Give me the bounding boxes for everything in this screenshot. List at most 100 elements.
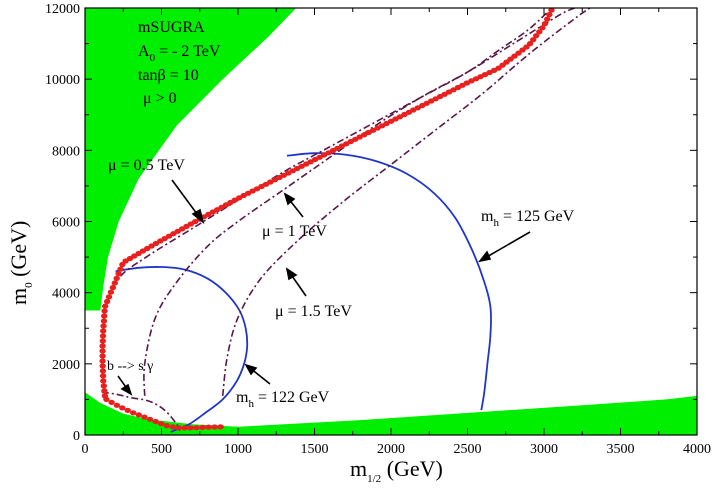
dm-point-low-2	[113, 402, 121, 408]
dm-point-14	[100, 323, 107, 329]
y-tick-label: 4000	[52, 287, 80, 302]
axis-ticks: 0 500 1000 1500 2000 2500 3000 3500 4000 0 2000 400…	[45, 2, 711, 457]
arrow-mh-125	[484, 231, 531, 259]
series-layer	[101, 8, 591, 434]
x-tick-label: 1000	[224, 442, 252, 457]
dm-point-18	[102, 303, 109, 309]
a0-label: A0 = - 2 TeV	[138, 43, 221, 64]
arrow-head-bsg	[120, 383, 133, 396]
label-mu-0-5: μ = 0.5 TeV	[108, 157, 185, 174]
arrow-head-mu-1	[283, 192, 296, 206]
dm-point-low-19	[211, 424, 218, 430]
arrow-head-mu-1-5	[285, 267, 298, 281]
series-line-1	[286, 152, 492, 411]
x-axis-title: m1/2 (GeV)	[350, 456, 443, 485]
x-tick-label: 4000	[683, 442, 711, 457]
y-axis-title: m0 (GeV)	[6, 221, 35, 305]
dm-point-25	[115, 271, 122, 277]
dm-point-low-3	[119, 405, 126, 411]
y-tick-label: 10000	[45, 73, 80, 88]
dm-point-6	[99, 363, 106, 369]
label-mh-122: mh = 122 GeV	[236, 389, 330, 410]
tanbeta-label: tanβ = 10	[138, 67, 199, 84]
dm-point-low-17	[199, 424, 206, 430]
dm-point-low-16	[193, 425, 200, 431]
dm-point-120	[526, 41, 534, 47]
x-tick-label: 2500	[454, 442, 482, 457]
excluded-regions	[85, 8, 697, 435]
dm-point-low-14	[181, 425, 188, 431]
excluded-region-upper	[85, 8, 297, 311]
excluded-region-bottom	[85, 392, 697, 435]
dm-point-low-15	[187, 425, 194, 431]
arrow-mu-0-5	[171, 179, 201, 219]
y-tick-label: 6000	[52, 216, 80, 231]
label-mu-1-5: μ = 1.5 TeV	[275, 303, 352, 320]
dm-point-127	[546, 12, 553, 18]
dm-point-126	[544, 16, 551, 22]
x-tick-label: 3500	[607, 442, 635, 457]
dm-point-low-12	[169, 424, 176, 430]
y-tick-label: 0	[73, 429, 80, 444]
dm-point-20	[105, 294, 113, 300]
dm-point-5	[99, 368, 107, 374]
dm-point-2	[100, 383, 108, 389]
dm-point-low-20	[217, 424, 224, 430]
y-tick-label: 2000	[52, 358, 80, 373]
dm-point-123	[536, 29, 543, 35]
dm-point-119	[523, 44, 530, 50]
series-line-0	[115, 266, 249, 434]
dm-point-1	[101, 388, 108, 394]
label-mh-125: mh = 125 GeV	[481, 208, 575, 229]
label-mu-1: μ = 1 TeV	[262, 223, 327, 240]
dm-point-23	[111, 280, 119, 286]
dm-point-124	[539, 25, 546, 31]
dm-point-low-18	[205, 424, 212, 430]
dm-point-8	[99, 353, 106, 359]
y-tick-label: 8000	[52, 144, 80, 159]
arrow-head-mh-122	[244, 363, 258, 376]
series-line-5	[101, 391, 181, 432]
x-tick-label: 1500	[301, 442, 329, 457]
dm-point-11	[99, 338, 107, 344]
dm-point-low-0	[103, 396, 110, 402]
x-tick-label: 3000	[530, 442, 558, 457]
arrow-head-mh-125	[478, 250, 492, 263]
series-line-3	[143, 8, 575, 396]
dm-point-15	[100, 318, 108, 324]
x-tick-label: 500	[151, 442, 172, 457]
dm-point-22	[109, 285, 117, 291]
mu-sign-label: μ > 0	[143, 90, 177, 107]
dm-point-low-6	[135, 412, 142, 418]
annotation-arrows	[117, 179, 531, 396]
dm-points-layer	[99, 8, 555, 431]
dm-point-low-8	[146, 416, 154, 422]
dm-point-21	[107, 289, 115, 295]
dm-point-122	[533, 33, 540, 39]
dm-point-117	[515, 50, 522, 56]
dm-point-3	[100, 378, 107, 384]
y-tick-label: 12000	[45, 2, 80, 17]
dm-point-24	[113, 275, 120, 281]
arrow-head-mu-0-5	[191, 208, 205, 225]
dm-point-26	[117, 266, 124, 272]
dm-point-low-10	[158, 421, 165, 427]
dm-point-12	[99, 333, 107, 339]
dm-point-low-13	[175, 425, 182, 431]
x-tick-label: 2000	[377, 442, 405, 457]
dm-point-low-11	[163, 423, 171, 429]
dm-point-125	[541, 21, 549, 27]
dm-point-low-7	[141, 414, 148, 420]
dm-point-16	[101, 313, 108, 319]
series-line-4	[221, 8, 591, 396]
dm-point-low-4	[124, 407, 131, 413]
model-label: mSUGRA	[138, 19, 205, 36]
dm-point-13	[100, 328, 107, 334]
dm-point-low-5	[130, 410, 137, 416]
label-bsg: b --> s γ	[107, 359, 153, 374]
dm-point-10	[99, 343, 106, 349]
x-tick-label: 0	[82, 442, 89, 457]
dm-point-4	[99, 373, 107, 379]
dm-point-121	[530, 37, 537, 43]
